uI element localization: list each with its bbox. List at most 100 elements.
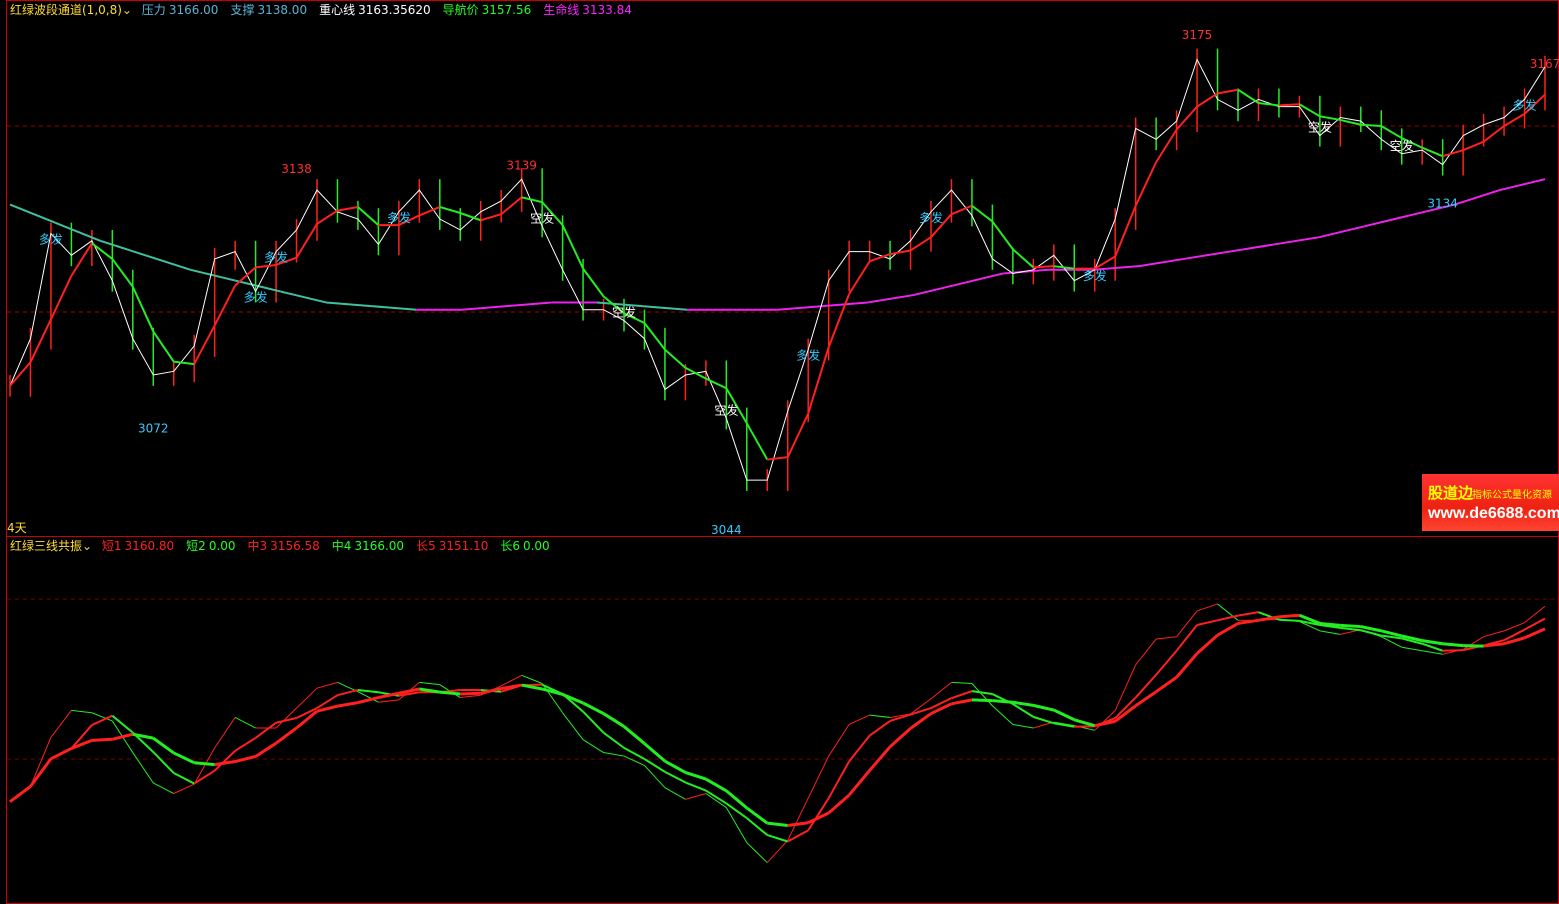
signal-label: 多发 bbox=[39, 232, 63, 247]
extreme-label: 3138 bbox=[281, 162, 312, 176]
navigation-line-segment bbox=[909, 236, 932, 252]
short-line-segment bbox=[357, 691, 379, 703]
short-line-segment bbox=[521, 674, 543, 684]
mid-line-segment bbox=[746, 817, 768, 836]
mid-line-segment bbox=[1114, 696, 1137, 719]
mid-line-segment bbox=[213, 750, 236, 772]
legend-value: 3157.56 bbox=[481, 3, 532, 17]
long-line-segment bbox=[1421, 639, 1443, 646]
long-line-segment bbox=[1503, 636, 1525, 646]
long-line-segment bbox=[1216, 622, 1239, 637]
signal-label: 多发 bbox=[264, 250, 288, 265]
navigation-line-segment bbox=[1175, 105, 1198, 131]
long-line-segment bbox=[1094, 719, 1116, 728]
mid-line-segment bbox=[1381, 634, 1402, 640]
navigation-line-segment bbox=[1033, 265, 1054, 269]
long-line-segment bbox=[1134, 690, 1157, 707]
legend-label: 中3 bbox=[247, 539, 268, 553]
navigation-line-segment bbox=[1053, 265, 1075, 270]
long-line-segment bbox=[152, 736, 175, 755]
legend-value: 0.00 bbox=[208, 539, 236, 553]
indicator-name[interactable]: 红绿三线共振 bbox=[10, 539, 83, 553]
legend-item: 导航价 3157.56 bbox=[443, 3, 538, 17]
long-line-segment bbox=[807, 811, 830, 825]
mid-line-segment bbox=[1503, 628, 1525, 642]
short-line-segment bbox=[541, 683, 564, 714]
chevron-down-icon[interactable]: ⌄ bbox=[82, 539, 93, 553]
short-line-segment bbox=[500, 674, 522, 687]
long-line-segment bbox=[767, 821, 788, 827]
navigation-line-segment bbox=[50, 275, 73, 320]
life-line-segment bbox=[1093, 265, 1139, 271]
long-line-segment bbox=[725, 789, 748, 810]
short-line-segment bbox=[1012, 723, 1034, 729]
short-line-segment bbox=[787, 797, 809, 841]
legend-label: 生命线 bbox=[543, 3, 580, 17]
navigation-line-segment bbox=[869, 253, 891, 263]
navigation-line-segment bbox=[602, 295, 625, 315]
legend-value: 3156.58 bbox=[270, 539, 320, 553]
short-line-segment bbox=[1156, 636, 1177, 640]
long-line-segment bbox=[992, 699, 1013, 704]
life-line-segment bbox=[641, 305, 688, 311]
mid-line-segment bbox=[685, 781, 707, 792]
watermark-logo: 股道边 指标公式量化资源 www.de6688.com bbox=[1422, 474, 1559, 531]
navigation-line-segment bbox=[1421, 146, 1444, 158]
navigation-line-segment bbox=[459, 212, 482, 222]
long-line-segment bbox=[254, 741, 277, 758]
navigation-line-segment bbox=[1094, 255, 1116, 270]
life-line-segment bbox=[957, 272, 1004, 286]
long-line-segment bbox=[295, 710, 318, 730]
short-line-segment bbox=[91, 712, 113, 722]
navigation-line-segment bbox=[767, 456, 788, 461]
legend-label: 支撑 bbox=[230, 3, 255, 17]
long-line-segment bbox=[827, 793, 851, 815]
short-line-segment bbox=[460, 694, 481, 699]
short-line-segment bbox=[725, 807, 748, 843]
navigation-line-segment bbox=[848, 260, 871, 295]
short-line-segment bbox=[1053, 721, 1075, 727]
long-line-segment bbox=[623, 725, 646, 745]
long-line-segment bbox=[378, 691, 400, 700]
short-line-segment bbox=[971, 683, 993, 707]
long-line-segment bbox=[684, 771, 707, 781]
legend-item: 支撑 3138.00 bbox=[230, 3, 313, 17]
price-line bbox=[9, 58, 1546, 481]
mid-line-segment bbox=[643, 758, 666, 773]
navigation-line-segment bbox=[1134, 161, 1158, 207]
legend-value: 3160.80 bbox=[124, 539, 175, 553]
long-line-segment bbox=[541, 687, 563, 696]
long-line-segment bbox=[1237, 618, 1259, 625]
short-line-segment bbox=[1114, 664, 1137, 711]
long-line-segment bbox=[1032, 703, 1055, 712]
long-line-segment bbox=[787, 821, 809, 827]
legend-value: 0.00 bbox=[522, 539, 550, 553]
life-line-segment bbox=[1364, 214, 1410, 228]
short-line-segment bbox=[1196, 603, 1218, 612]
short-line-segment bbox=[685, 793, 707, 800]
navigation-line-segment bbox=[930, 213, 953, 238]
legend-item: 短1 3160.80 bbox=[102, 539, 180, 553]
navigation-line-segment bbox=[255, 263, 277, 269]
mid-line-segment bbox=[91, 714, 113, 726]
indicator-name[interactable]: 红绿波段通道(1,0,8) bbox=[10, 3, 122, 17]
life-line-segment bbox=[9, 203, 56, 224]
chevron-down-icon[interactable]: ⌄ bbox=[121, 3, 132, 17]
long-line-segment bbox=[91, 737, 113, 742]
legend-value: 3166.00 bbox=[168, 3, 219, 17]
long-line-segment bbox=[1175, 652, 1199, 679]
short-line-segment bbox=[296, 687, 318, 709]
navigation-line-segment bbox=[480, 213, 502, 222]
short-line-segment bbox=[1176, 610, 1198, 638]
navigation-line-segment bbox=[1360, 123, 1382, 127]
short-line-segment bbox=[562, 712, 584, 740]
navigation-line-segment bbox=[193, 324, 216, 365]
navigation-line-segment bbox=[213, 285, 237, 326]
short-line-segment bbox=[644, 765, 666, 788]
mid-line-segment bbox=[705, 789, 727, 805]
navigation-line-segment bbox=[971, 204, 994, 223]
long-line-segment bbox=[316, 704, 338, 713]
short-line-segment bbox=[910, 698, 932, 715]
short-line-segment bbox=[746, 842, 768, 863]
